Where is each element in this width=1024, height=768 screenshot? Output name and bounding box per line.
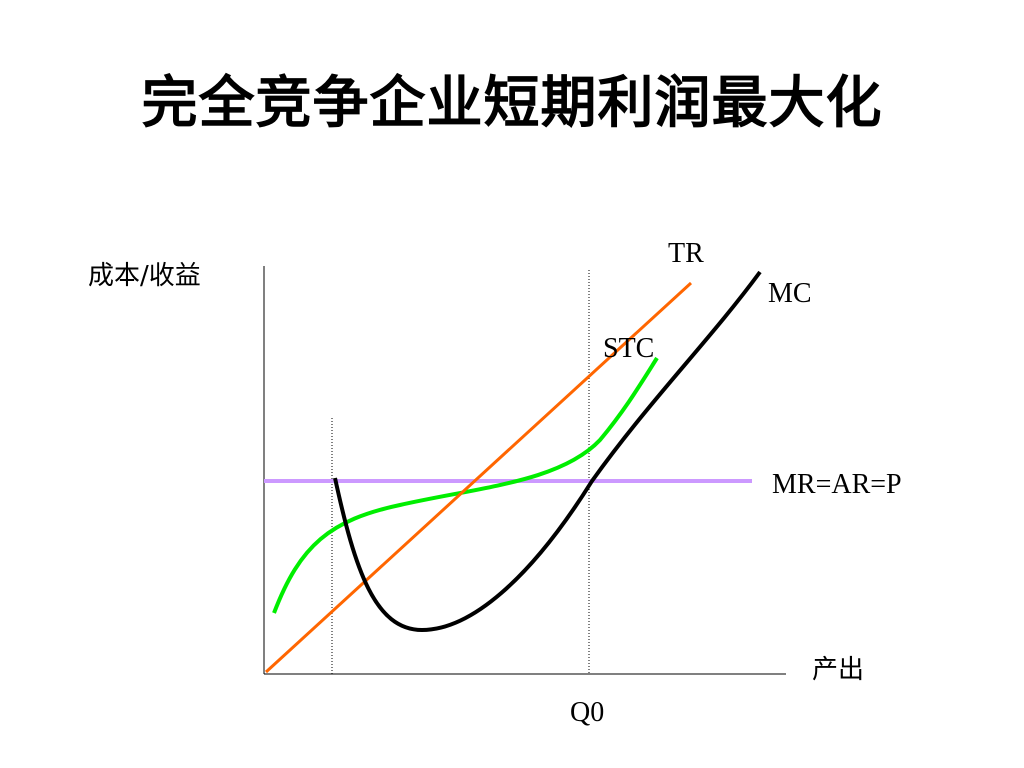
tr-line	[264, 281, 693, 674]
x-axis-label: 产出	[812, 655, 864, 685]
stc-label: STC	[603, 333, 654, 364]
mc-label: MC	[768, 278, 812, 309]
slide-title: 完全竞争企业短期利润最大化	[141, 70, 883, 136]
stc-curve	[272, 356, 659, 614]
mc-curve	[333, 270, 762, 633]
tr-label: TR	[668, 238, 704, 269]
y-axis-label: 成本/收益	[88, 261, 201, 291]
q0-tick-label: Q0	[570, 697, 604, 728]
mr-ar-p-label: MR=AR=P	[772, 469, 902, 500]
